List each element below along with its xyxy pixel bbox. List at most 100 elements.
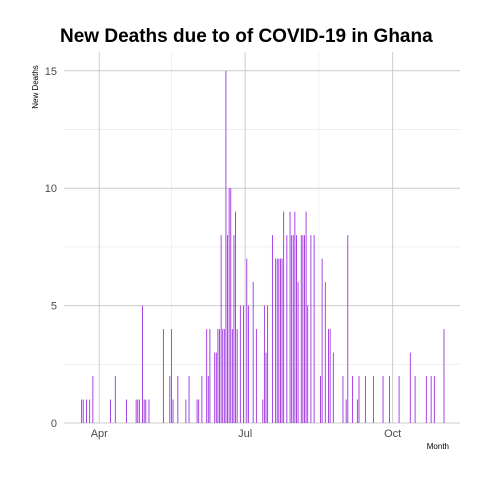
bar bbox=[126, 399, 127, 423]
bar bbox=[324, 282, 326, 423]
bar bbox=[279, 258, 281, 423]
bar bbox=[114, 376, 116, 423]
bar bbox=[246, 258, 248, 423]
bar bbox=[252, 282, 254, 423]
bar bbox=[86, 399, 87, 423]
bar bbox=[389, 376, 390, 423]
bar bbox=[170, 329, 172, 423]
bar bbox=[271, 235, 273, 423]
y-tick-label: 15 bbox=[45, 66, 57, 78]
bar bbox=[201, 376, 203, 423]
bar bbox=[172, 399, 174, 423]
bar bbox=[430, 376, 432, 423]
bar bbox=[227, 235, 228, 423]
x-tick-label: Oct bbox=[384, 428, 401, 440]
bar bbox=[292, 235, 294, 423]
bar bbox=[328, 329, 329, 423]
bar bbox=[142, 305, 143, 423]
bar bbox=[332, 352, 334, 423]
bar bbox=[263, 305, 265, 423]
bar bbox=[443, 329, 445, 423]
bar bbox=[320, 376, 321, 423]
bar bbox=[329, 329, 331, 423]
y-tick-label: 5 bbox=[51, 301, 57, 313]
bar bbox=[219, 329, 220, 423]
bar bbox=[177, 376, 179, 423]
bar bbox=[143, 399, 145, 423]
bar bbox=[278, 258, 280, 423]
bar bbox=[294, 211, 296, 423]
bar bbox=[243, 305, 245, 423]
bar bbox=[148, 399, 150, 423]
bar bbox=[196, 399, 198, 423]
bar bbox=[209, 329, 211, 423]
x-axis-title: Month bbox=[427, 442, 449, 451]
bar bbox=[358, 376, 360, 423]
bar bbox=[206, 329, 208, 423]
bar bbox=[233, 235, 235, 423]
bar bbox=[289, 211, 291, 423]
bar bbox=[225, 70, 227, 423]
bar bbox=[239, 305, 241, 423]
bar bbox=[347, 235, 349, 423]
y-tick-label: 10 bbox=[45, 183, 57, 195]
bar bbox=[372, 376, 374, 423]
bar bbox=[231, 329, 233, 423]
bar bbox=[286, 235, 288, 423]
bar bbox=[255, 329, 257, 423]
bar bbox=[198, 399, 200, 423]
bar bbox=[137, 399, 139, 423]
bar bbox=[82, 399, 84, 423]
bar bbox=[409, 352, 411, 423]
bar bbox=[321, 258, 323, 423]
bar bbox=[433, 376, 435, 423]
bar bbox=[162, 329, 164, 423]
bar bbox=[265, 352, 267, 423]
major-gridlines bbox=[64, 52, 460, 424]
y-axis-title: New Deaths bbox=[31, 65, 40, 109]
bar bbox=[81, 399, 83, 423]
bar bbox=[364, 376, 366, 423]
bar bbox=[247, 305, 249, 423]
bar bbox=[342, 376, 344, 423]
bar bbox=[310, 235, 312, 423]
bar bbox=[215, 352, 217, 423]
bar bbox=[304, 235, 305, 423]
x-tick-label: Apr bbox=[91, 428, 108, 440]
bar bbox=[425, 376, 427, 423]
bar bbox=[302, 235, 304, 423]
bar bbox=[307, 305, 309, 423]
bar bbox=[281, 258, 283, 423]
bar bbox=[110, 399, 111, 423]
bars bbox=[81, 70, 445, 423]
bar bbox=[352, 376, 354, 423]
bar bbox=[313, 235, 315, 423]
bar bbox=[267, 305, 269, 423]
bar bbox=[305, 211, 307, 423]
minor-gridlines bbox=[64, 52, 460, 423]
bar bbox=[414, 376, 416, 423]
bar bbox=[214, 352, 216, 423]
bar bbox=[135, 399, 137, 423]
chart-title: New Deaths due to of COVID-19 in Ghana bbox=[60, 26, 433, 47]
bar bbox=[300, 235, 302, 423]
bar bbox=[222, 329, 224, 423]
y-axis-ticks: 0 5 10 15 bbox=[45, 66, 57, 430]
bar bbox=[235, 211, 236, 423]
bar bbox=[382, 376, 384, 423]
bar bbox=[228, 188, 230, 423]
bar bbox=[291, 235, 293, 423]
bar bbox=[185, 399, 187, 423]
bar bbox=[276, 258, 278, 423]
bar bbox=[398, 376, 400, 423]
bar bbox=[236, 329, 238, 423]
bar bbox=[145, 399, 147, 423]
bar bbox=[138, 399, 140, 423]
bar bbox=[217, 329, 219, 423]
bar bbox=[296, 235, 297, 423]
bar bbox=[220, 235, 222, 423]
x-axis-ticks: Apr Jul Oct bbox=[91, 428, 402, 440]
bar bbox=[262, 399, 264, 423]
bar bbox=[345, 399, 347, 423]
